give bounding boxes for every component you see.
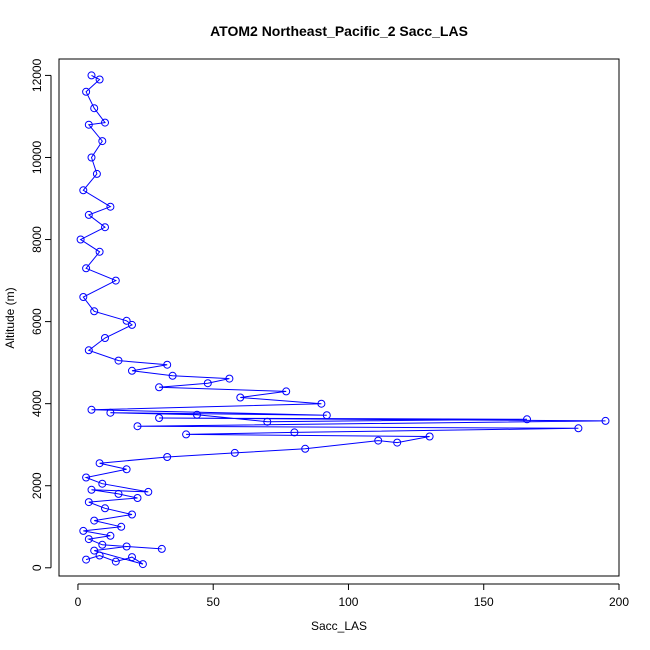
data-point bbox=[106, 202, 115, 211]
data-point bbox=[601, 416, 610, 425]
x-tick-label: 50 bbox=[207, 595, 221, 609]
data-point bbox=[87, 405, 96, 414]
data-point bbox=[230, 448, 239, 457]
data-point bbox=[111, 276, 120, 285]
data-point bbox=[374, 436, 383, 445]
data-point bbox=[79, 293, 88, 301]
data-point bbox=[117, 522, 126, 531]
data-point bbox=[290, 428, 299, 437]
y-axis: 0 2000 4000 6000 8000 10000 12000 bbox=[30, 58, 52, 571]
data-point bbox=[138, 560, 147, 569]
data-point bbox=[122, 465, 131, 474]
data-point bbox=[95, 247, 104, 256]
data-point bbox=[82, 555, 91, 564]
data-point bbox=[95, 75, 104, 84]
y-tick-label: 12000 bbox=[30, 58, 44, 92]
data-point bbox=[523, 415, 531, 424]
y-axis-label: Altitude (m) bbox=[3, 287, 17, 348]
data-point bbox=[182, 430, 191, 439]
data-point bbox=[111, 557, 120, 566]
series-line bbox=[79, 74, 606, 565]
data-point bbox=[95, 459, 104, 468]
data-point bbox=[87, 485, 96, 494]
data-point bbox=[122, 542, 131, 551]
y-tick-label: 8000 bbox=[30, 226, 44, 253]
y-tick-label: 2000 bbox=[30, 472, 44, 499]
data-point bbox=[128, 366, 136, 375]
x-tick-label: 200 bbox=[609, 595, 629, 609]
data-point bbox=[95, 551, 104, 560]
data-point bbox=[84, 210, 93, 219]
data-point bbox=[163, 453, 172, 461]
data-point bbox=[282, 387, 291, 396]
data-point bbox=[76, 235, 85, 244]
data-point bbox=[317, 399, 326, 408]
data-point bbox=[236, 393, 245, 402]
data-point bbox=[82, 264, 91, 273]
y-tick-label: 10000 bbox=[30, 140, 44, 174]
data-point bbox=[84, 120, 93, 129]
x-axis: 0 50 100 150 200 bbox=[75, 583, 629, 609]
data-point bbox=[193, 410, 201, 419]
data-layer bbox=[76, 71, 610, 569]
data-point bbox=[122, 316, 131, 325]
data-point bbox=[155, 414, 164, 422]
data-point bbox=[101, 504, 109, 513]
data-point bbox=[128, 510, 136, 519]
data-point bbox=[84, 535, 93, 544]
data-point bbox=[144, 487, 153, 496]
data-point bbox=[90, 546, 99, 555]
data-point bbox=[301, 444, 310, 453]
x-tick-label: 0 bbox=[75, 595, 82, 609]
x-tick-label: 100 bbox=[338, 595, 358, 609]
x-axis-label: Sacc_LAS bbox=[311, 619, 367, 633]
data-point bbox=[106, 408, 115, 417]
data-point bbox=[155, 383, 164, 392]
data-point bbox=[263, 417, 272, 426]
chart-title: ATOM2 Northeast_Pacific_2 Sacc_LAS bbox=[210, 23, 468, 39]
plot-frame bbox=[58, 58, 620, 577]
data-point bbox=[225, 374, 234, 383]
data-point bbox=[101, 118, 109, 127]
data-point bbox=[322, 411, 331, 420]
data-point bbox=[87, 153, 96, 162]
data-point bbox=[128, 320, 136, 329]
data-point bbox=[425, 432, 434, 441]
data-point bbox=[168, 371, 177, 380]
data-point bbox=[90, 104, 99, 113]
data-point bbox=[163, 360, 172, 369]
data-point bbox=[133, 422, 142, 431]
data-point bbox=[133, 494, 142, 502]
data-point bbox=[84, 346, 93, 355]
data-point bbox=[98, 479, 107, 488]
data-point bbox=[98, 137, 107, 146]
data-point bbox=[87, 71, 96, 80]
y-tick-label: 6000 bbox=[30, 308, 44, 335]
data-point bbox=[84, 498, 93, 507]
y-tick-label: 0 bbox=[30, 564, 44, 571]
data-point bbox=[101, 334, 109, 342]
data-point bbox=[114, 356, 123, 365]
data-point bbox=[106, 531, 115, 540]
data-point bbox=[203, 379, 212, 388]
data-point bbox=[574, 424, 583, 433]
data-point bbox=[92, 169, 101, 178]
y-tick-label: 4000 bbox=[30, 390, 44, 417]
data-point bbox=[101, 223, 109, 232]
data-point bbox=[98, 540, 107, 549]
data-point bbox=[157, 544, 166, 553]
data-point bbox=[90, 516, 99, 525]
data-point bbox=[79, 186, 88, 195]
data-point bbox=[114, 489, 123, 498]
data-point bbox=[90, 307, 99, 316]
data-point bbox=[79, 526, 88, 535]
x-tick-label: 150 bbox=[474, 595, 494, 609]
data-point bbox=[128, 553, 136, 562]
data-point bbox=[82, 87, 91, 96]
data-point bbox=[82, 473, 91, 482]
data-point bbox=[393, 438, 402, 447]
